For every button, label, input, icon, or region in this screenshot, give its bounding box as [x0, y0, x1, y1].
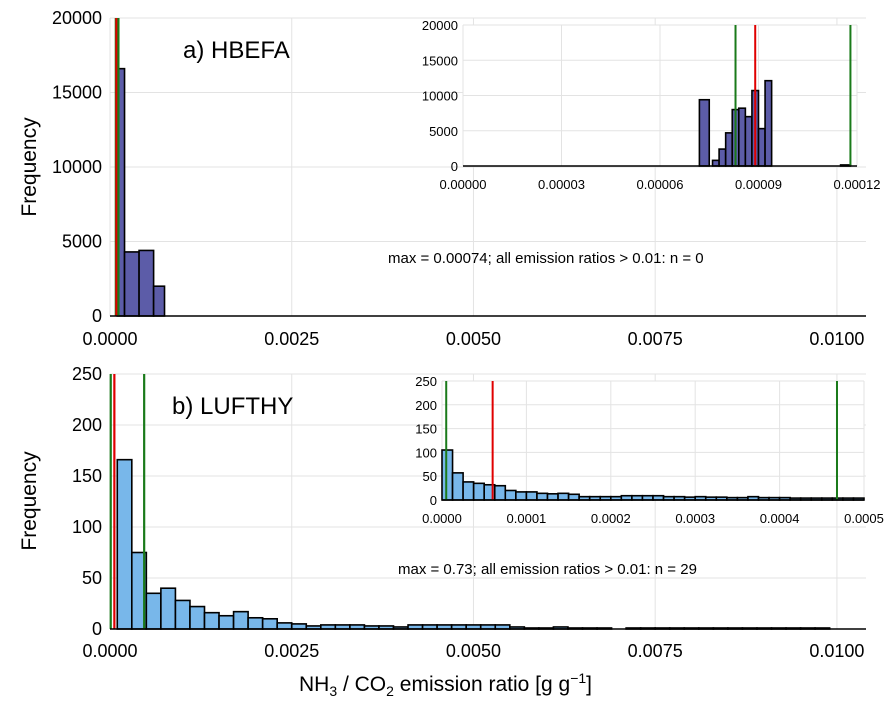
inset-histogram-bar: [515, 491, 528, 501]
inset-y-tick-label: 150: [415, 422, 437, 437]
histogram-bar: [152, 285, 166, 317]
histogram-bar: [232, 610, 249, 630]
inset-histogram-bar: [744, 115, 753, 167]
y-tick-label: 20000: [52, 8, 102, 28]
y-tick-label: 250: [72, 364, 102, 384]
inset-histogram-bar: [536, 492, 549, 501]
x-tick-label: 0.0025: [264, 641, 319, 661]
inset-x-tick-label: 0.00003: [538, 177, 585, 192]
inset-histogram-bar: [764, 79, 773, 167]
inset-histogram-bar: [711, 159, 720, 167]
inset-histogram-bar: [724, 132, 734, 167]
histogram-bar: [261, 617, 278, 630]
panel-a: 0.0000 0.0025 0.0050 0.0075 0.0100 0 5000 10000…: [18, 8, 881, 349]
histogram-bar: [203, 611, 220, 630]
inset-y-tick-label: 250: [415, 374, 437, 389]
histogram-bar: [174, 599, 191, 630]
inset-x-tick-label: 0.00012: [834, 177, 881, 192]
inset-histogram-bar: [472, 482, 485, 501]
y-tick-label: 200: [72, 415, 102, 435]
x-tick-label: 0.0050: [446, 641, 501, 661]
x-tick-label: 0.0050: [446, 329, 501, 349]
inset-x-tick-label: 0.0001: [507, 511, 547, 526]
histogram-bar: [123, 251, 140, 317]
histogram-bar: [218, 614, 235, 630]
y-tick-label: 10000: [52, 157, 102, 177]
histogram-bar: [276, 622, 293, 630]
y-axis-label: Frequency: [18, 117, 41, 217]
inset-x-tick-label: 0.00009: [735, 177, 782, 192]
inset-x-tick-label: 0.0003: [675, 511, 715, 526]
inset-y-tick-label: 20000: [422, 18, 458, 33]
inset-background: [442, 381, 864, 500]
inset-histogram-bar: [493, 484, 507, 501]
inset-x-tick-label: 0.0005: [844, 511, 884, 526]
y-tick-label: 0: [92, 619, 102, 639]
inset-x-tick-label: 0.00000: [440, 177, 487, 192]
y-tick-label: 0: [92, 306, 102, 326]
x-tick-label: 0.0000: [82, 641, 137, 661]
inset-y-tick-label: 100: [415, 445, 437, 460]
inset-histogram-bar: [718, 148, 727, 167]
histogram-bar: [145, 592, 162, 630]
inset-histogram-bar: [567, 493, 580, 501]
y-tick-label: 5000: [62, 232, 102, 252]
x-tick-label: 0.0100: [809, 329, 864, 349]
inset-histogram-bar: [462, 481, 475, 501]
inset-x-tick-label: 0.00006: [637, 177, 684, 192]
inset-histogram-bar: [525, 491, 538, 501]
inset-histogram-bar: [737, 107, 747, 167]
y-tick-label: 150: [72, 466, 102, 486]
y-tick-label: 50: [82, 568, 102, 588]
inset-histogram-bar: [557, 492, 570, 501]
inset-y-tick-label: 0: [451, 159, 458, 174]
histogram-bar: [160, 587, 177, 630]
inset-y-tick-label: 0: [430, 493, 437, 508]
inset-histogram-bar: [451, 472, 464, 501]
inset-histogram-bar: [441, 449, 454, 501]
x-tick-label: 0.0100: [809, 641, 864, 661]
inset-x-tick-label: 0.0000: [422, 511, 462, 526]
y-axis-label: Frequency: [18, 451, 41, 551]
inset-y-tick-label: 50: [423, 469, 437, 484]
x-axis-label: NH3 / CO2 emission ratio [g g−1]: [298, 670, 592, 700]
annotation-text: max = 0.73; all emission ratios > 0.01: …: [398, 561, 697, 578]
histogram-bar: [247, 616, 264, 630]
inset-x-tick-label: 0.0002: [591, 511, 631, 526]
y-tick-label: 15000: [52, 83, 102, 103]
annotation-text: max = 0.00074; all emission ratios > 0.0…: [388, 250, 704, 267]
y-tick-label: 100: [72, 517, 102, 537]
x-tick-label: 0.0075: [628, 641, 683, 661]
panel-b: 0.0000 0.0025 0.0050 0.0075 0.0100 0 50 100 150 2…: [18, 364, 884, 661]
panel-title: a) HBEFA: [183, 37, 290, 64]
histogram-bar: [116, 458, 133, 630]
inset-b: 0.0000 0.0001 0.0002 0.0003 0.0004 0.0005 0 50 1…: [415, 374, 884, 526]
x-tick-label: 0.0025: [264, 329, 319, 349]
inset-y-tick-label: 200: [415, 398, 437, 413]
inset-histogram-bar: [504, 489, 517, 501]
inset-y-tick-label: 5000: [429, 124, 458, 139]
inset-y-tick-label: 10000: [422, 89, 458, 104]
inset-a: 0.00000 0.00003 0.00006 0.00009 0.00012 0 5000…: [422, 18, 881, 192]
histogram-bar: [138, 249, 155, 317]
inset-x-tick-label: 0.0004: [760, 511, 800, 526]
inset-histogram-bar: [757, 127, 766, 167]
inset-y-tick-label: 15000: [422, 53, 458, 68]
x-tick-label: 0.0075: [628, 329, 683, 349]
histogram-bar: [189, 605, 206, 630]
panel-title: b) LUFTHY: [172, 393, 293, 420]
inset-histogram-bar: [546, 493, 559, 501]
x-tick-label: 0.0000: [82, 329, 137, 349]
inset-histogram-bar: [698, 98, 711, 167]
